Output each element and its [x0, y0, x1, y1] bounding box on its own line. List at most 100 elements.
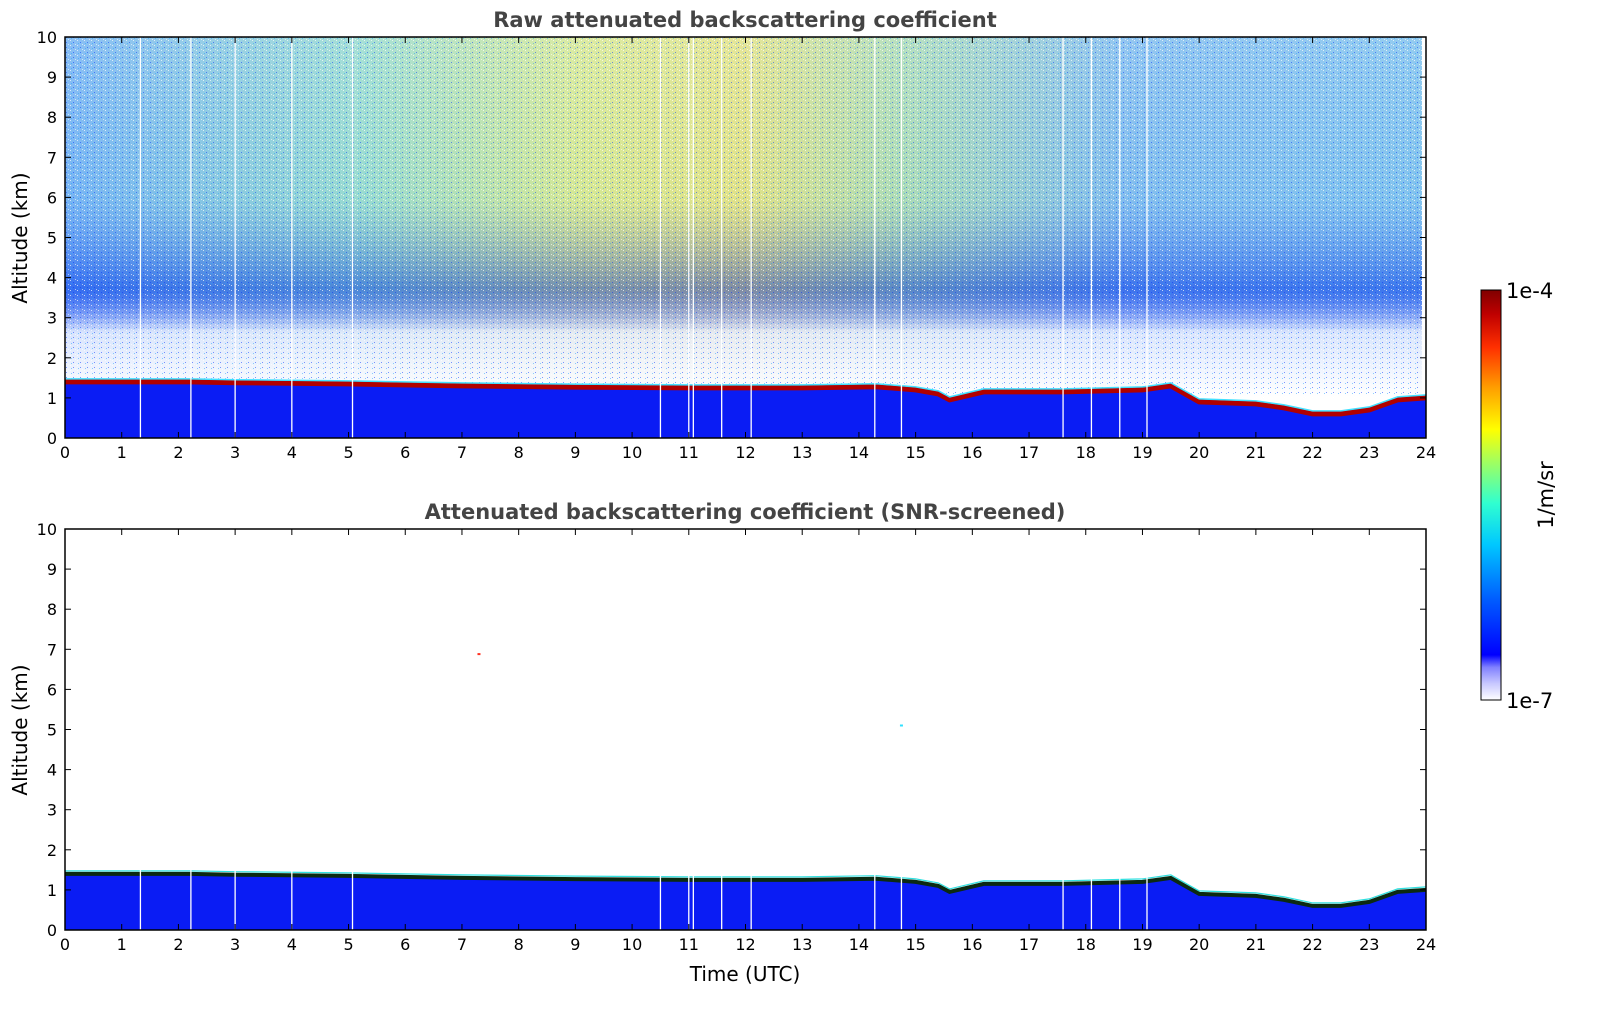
- x-tick-label: 22: [1302, 443, 1322, 462]
- x-tick-label: 17: [1019, 443, 1039, 462]
- x-tick-label: 10: [622, 935, 642, 954]
- x-tick-label: 11: [679, 443, 699, 462]
- raw-boundary-layer: [65, 381, 1426, 438]
- colorbar-scale: [1480, 289, 1502, 701]
- x-tick-label: 21: [1246, 935, 1266, 954]
- x-tick-label: 23: [1359, 443, 1379, 462]
- x-tick-label: 1: [117, 935, 127, 954]
- x-tick-label: 8: [514, 935, 524, 954]
- raw-data-gaps: [139, 37, 1148, 438]
- panel-title-screened: Attenuated backscattering coefficient (S…: [425, 500, 1066, 524]
- isolated-point: [899, 724, 903, 727]
- raw-y-axis-label: Altitude (km): [8, 172, 32, 303]
- x-tick-label: 18: [1076, 443, 1096, 462]
- y-tick-label: 8: [47, 600, 57, 619]
- raw-cloud-layer-edge: [65, 378, 1426, 412]
- heatmap-raw: [65, 37, 1426, 438]
- x-tick-label: 2: [173, 935, 183, 954]
- x-tick-label: 5: [343, 443, 353, 462]
- x-tick-label: 11: [679, 935, 699, 954]
- screened-boundary-layer: [65, 873, 1426, 930]
- colorbar-max-label: 1e-4: [1506, 279, 1553, 303]
- x-tick-label: 4: [287, 443, 297, 462]
- colorbar: 1e-4 1e-7 1/m/sr: [1480, 279, 1558, 713]
- x-tick-label: 15: [905, 935, 925, 954]
- x-tick-label: 3: [230, 443, 240, 462]
- screened-x-axis: 0 1 2 3 4 5 6 7 8 9 10 11 12 13 14 15 16 17 18 19 20 21 22 23 24: [60, 529, 1436, 954]
- x-tick-label: 8: [514, 443, 524, 462]
- colorbar-min-label: 1e-7: [1506, 689, 1553, 713]
- y-tick-label: 7: [47, 148, 57, 167]
- x-tick-label: 7: [457, 935, 467, 954]
- x-tick-label: 23: [1359, 935, 1379, 954]
- y-tick-label: 8: [47, 108, 57, 127]
- x-tick-label: 12: [735, 935, 755, 954]
- y-tick-label: 5: [47, 229, 57, 248]
- x-tick-label: 19: [1132, 935, 1152, 954]
- x-tick-label: 15: [905, 443, 925, 462]
- x-tick-label: 13: [792, 935, 812, 954]
- x-tick-label: 24: [1416, 935, 1436, 954]
- x-tick-label: 24: [1416, 443, 1436, 462]
- y-tick-label: 2: [47, 841, 57, 860]
- raw-y-axis: 0 1 2 3 4 5 6 7 8 9 10: [37, 28, 1426, 448]
- x-tick-label: 22: [1302, 935, 1322, 954]
- x-tick-label: 14: [849, 443, 869, 462]
- panel-screened: Attenuated backscattering coefficient (S…: [8, 500, 1436, 986]
- x-tick-label: 0: [60, 935, 70, 954]
- screened-background: [65, 529, 1426, 930]
- panel-title-raw: Raw attenuated backscattering coefficien…: [493, 8, 997, 32]
- x-tick-label: 7: [457, 443, 467, 462]
- y-tick-label: 10: [37, 28, 57, 47]
- x-tick-label: 5: [343, 935, 353, 954]
- x-tick-label: 0: [60, 443, 70, 462]
- x-tick-label: 1: [117, 443, 127, 462]
- x-tick-label: 3: [230, 935, 240, 954]
- screened-y-axis: 0 1 2 3 4 5 6 7 8 9 10: [37, 520, 1426, 940]
- y-tick-label: 9: [47, 68, 57, 87]
- x-tick-label: 9: [570, 443, 580, 462]
- y-tick-label: 4: [47, 269, 57, 288]
- x-tick-label: 13: [792, 443, 812, 462]
- y-tick-label: 9: [47, 560, 57, 579]
- y-tick-label: 3: [47, 801, 57, 820]
- x-tick-label: 2: [173, 443, 183, 462]
- screened-cloud-layer-edge: [65, 870, 1426, 904]
- screened-data-gaps: [139, 529, 1148, 930]
- x-tick-label: 9: [570, 935, 580, 954]
- heatmap-screened: [65, 529, 1426, 930]
- x-tick-label: 18: [1076, 935, 1096, 954]
- x-tick-label: 10: [622, 443, 642, 462]
- x-tick-label: 4: [287, 935, 297, 954]
- screened-y-axis-label: Altitude (km): [8, 664, 32, 795]
- panel-raw: Raw attenuated backscattering coefficien…: [8, 8, 1436, 462]
- y-tick-label: 3: [47, 309, 57, 328]
- x-tick-label: 20: [1189, 443, 1209, 462]
- raw-sky-noise: [65, 37, 1422, 397]
- y-tick-label: 5: [47, 721, 57, 740]
- y-tick-label: 10: [37, 520, 57, 539]
- x-tick-label: 6: [400, 443, 410, 462]
- raw-cloud-layer: [65, 379, 1426, 417]
- x-tick-label: 19: [1132, 443, 1152, 462]
- x-tick-label: 12: [735, 443, 755, 462]
- y-tick-label: 6: [47, 680, 57, 699]
- y-tick-label: 1: [47, 389, 57, 408]
- y-tick-label: 0: [47, 921, 57, 940]
- x-tick-label: 16: [962, 935, 982, 954]
- raw-x-axis: 0 1 2 3 4 5 6 7 8 9 10 11 12 13 14 15 16 17 18 19 20 21 22 23 24: [60, 37, 1436, 462]
- x-tick-label: 6: [400, 935, 410, 954]
- y-tick-label: 2: [47, 349, 57, 368]
- y-tick-label: 7: [47, 640, 57, 659]
- y-tick-label: 4: [47, 761, 57, 780]
- x-tick-label: 16: [962, 443, 982, 462]
- y-tick-label: 6: [47, 188, 57, 207]
- y-tick-label: 1: [47, 881, 57, 900]
- isolated-point: [477, 653, 481, 656]
- screened-x-axis-label: Time (UTC): [689, 962, 801, 986]
- screened-isolated-points: [477, 653, 903, 727]
- y-tick-label: 0: [47, 429, 57, 448]
- colorbar-unit-label: 1/m/sr: [1534, 461, 1558, 529]
- x-tick-label: 20: [1189, 935, 1209, 954]
